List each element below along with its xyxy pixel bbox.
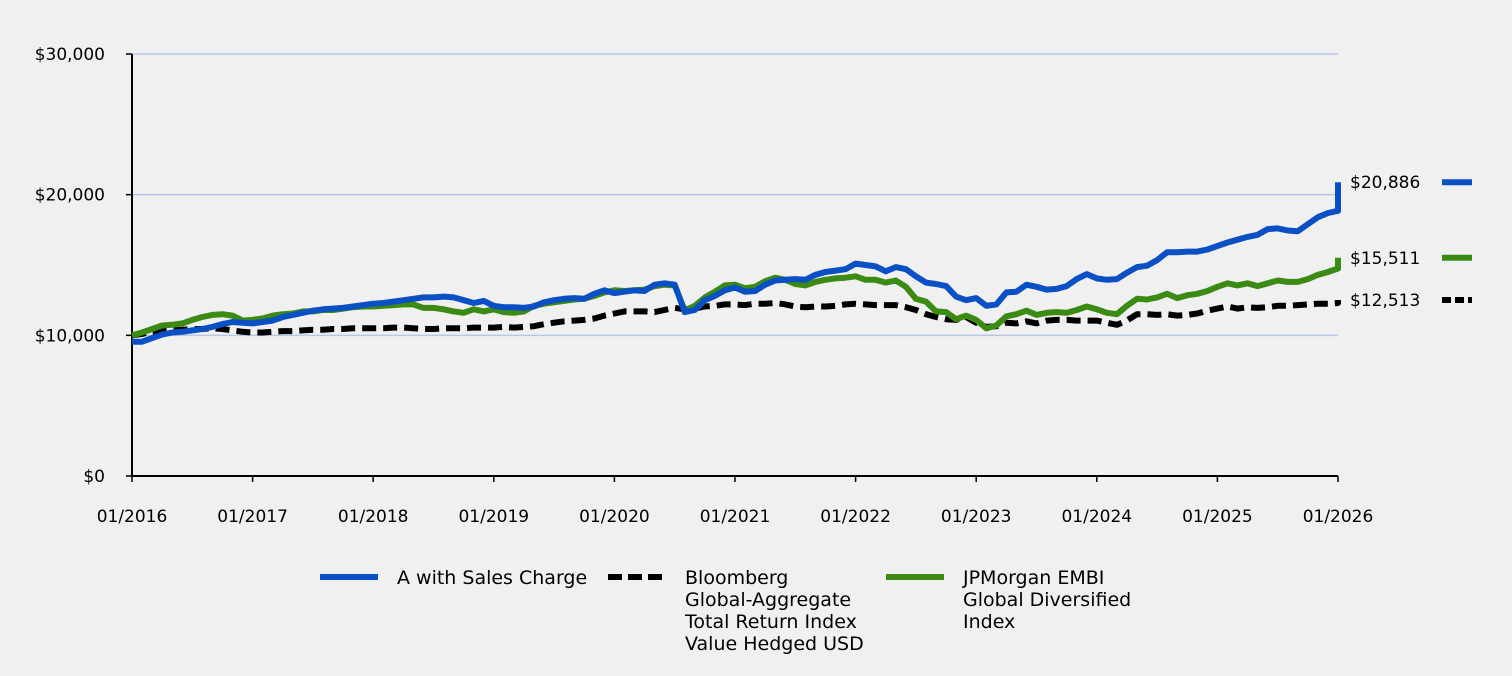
- series-line-1: [131, 297, 1341, 339]
- series-line-2: [131, 256, 1341, 339]
- end-value-label-1: $12,513: [1350, 291, 1420, 311]
- x-tick-label: 01/2026: [1303, 507, 1374, 527]
- legend-label-0: A with Sales Charge: [397, 567, 587, 589]
- y-tick-label: $30,000: [35, 45, 105, 65]
- end-labels: $20,886 $12,513 $15,511: [1350, 173, 1472, 311]
- legend-label-1: Bloomberg Global-Aggregate Total Return In…: [684, 567, 864, 655]
- end-value-label-0: $20,886: [1350, 173, 1420, 193]
- y-tick-label: $0: [83, 467, 105, 487]
- x-tick-label: 01/2023: [941, 507, 1012, 527]
- x-tick-label: 01/2024: [1061, 507, 1132, 527]
- end-value-label-2: $15,511: [1350, 249, 1420, 269]
- x-tick-label: 01/2019: [458, 507, 529, 527]
- x-tick-label: 01/2022: [820, 507, 891, 527]
- x-tick-label: 01/2018: [338, 507, 409, 527]
- legend: A with Sales Charge Bloomberg Global-Aggre…: [320, 567, 1131, 655]
- x-tick-label: 01/2025: [1182, 507, 1253, 527]
- x-tick-label: 01/2020: [579, 507, 650, 527]
- y-tick-label: $20,000: [35, 186, 105, 206]
- x-tick-label: 01/2021: [700, 507, 771, 527]
- axes: $0 $10,000 $20,000 $30,000 01/2016 01/2017 01/…: [35, 45, 1374, 527]
- series-line-0: [132, 182, 1341, 345]
- y-tick-label: $10,000: [35, 326, 105, 346]
- series-lines: [131, 182, 1341, 345]
- gridlines: [132, 53, 1338, 337]
- x-tick-label: 01/2016: [97, 507, 168, 527]
- x-tick-label: 01/2017: [217, 507, 288, 527]
- legend-label-2: JPMorgan EMBI Global Diversified Index: [962, 567, 1131, 633]
